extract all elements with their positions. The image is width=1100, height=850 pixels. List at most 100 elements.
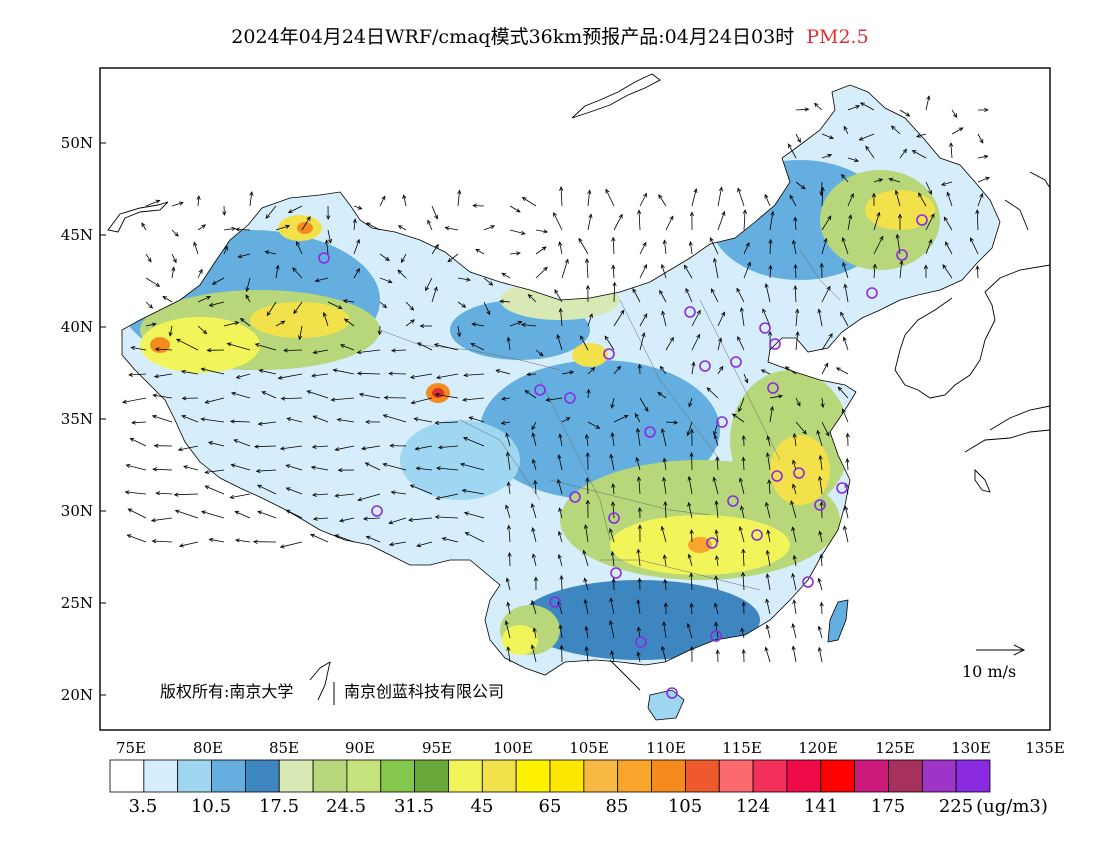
wind-arrow-head bbox=[285, 487, 291, 492]
wind-arrow bbox=[691, 530, 693, 543]
wind-arrow-head bbox=[201, 224, 207, 229]
wind-arrow-head bbox=[200, 367, 206, 372]
wind-arrow-head bbox=[715, 649, 720, 655]
wind-arrow-head bbox=[521, 196, 527, 202]
wind-arrow bbox=[501, 272, 511, 279]
wind-arrow-head bbox=[434, 243, 439, 249]
wind-arrow-head bbox=[530, 503, 535, 508]
wind-arrow bbox=[561, 417, 570, 423]
wind-arrow bbox=[611, 650, 615, 663]
wind-arrow-head bbox=[155, 491, 161, 496]
legend-swatch bbox=[617, 759, 652, 793]
wind-arrow bbox=[639, 397, 649, 412]
wind-arrow bbox=[742, 572, 745, 591]
wind-arrow-head bbox=[819, 553, 824, 559]
wind-arrow-head bbox=[204, 399, 210, 404]
wind-arrow bbox=[895, 190, 901, 207]
wind-arrow bbox=[391, 349, 407, 351]
wind-arrow-head bbox=[471, 322, 477, 327]
wind-arrow bbox=[632, 288, 641, 303]
lon-label: 105E bbox=[569, 739, 609, 757]
legend-tick: 3.5 bbox=[129, 796, 158, 817]
wind-arrow-head bbox=[334, 493, 340, 498]
lon-label: 120E bbox=[798, 739, 838, 757]
wind-arrow bbox=[410, 373, 433, 378]
lat-label: 30N bbox=[61, 502, 93, 520]
wind-arrow-head bbox=[778, 394, 783, 399]
wind-arrow-head bbox=[611, 482, 616, 488]
wind-arrow bbox=[508, 525, 511, 543]
wind-arrow bbox=[611, 432, 615, 447]
wind-arrow bbox=[612, 501, 615, 519]
wind-arrow bbox=[363, 517, 381, 520]
wind-arrow bbox=[821, 215, 832, 231]
legend-tick: 45 bbox=[471, 796, 494, 817]
wind-arrow-head bbox=[520, 230, 526, 235]
wind-arrow-head bbox=[685, 287, 690, 293]
wind-arrow-head bbox=[634, 413, 639, 418]
wind-arrow bbox=[331, 397, 355, 401]
legend-tick-labels: 3.5 10.5 17.5 24.5 31.5 45 65 85 105 124… bbox=[129, 796, 974, 817]
wind-arrow bbox=[661, 646, 667, 663]
legend-swatch bbox=[109, 759, 145, 793]
wind-arrow-head bbox=[237, 254, 243, 259]
legend-swatch bbox=[414, 759, 449, 793]
wind-arrow bbox=[714, 434, 719, 447]
wind-arrow bbox=[240, 318, 251, 327]
wind-arrow-head bbox=[531, 553, 537, 559]
wind-arrow-head bbox=[298, 335, 303, 341]
city-marker bbox=[569, 491, 581, 503]
wind-arrow-head bbox=[235, 538, 240, 543]
wind-arrow-head bbox=[800, 185, 806, 190]
wind-arrow-head bbox=[390, 490, 396, 495]
wind-arrow bbox=[688, 554, 693, 567]
city-marker bbox=[802, 576, 814, 588]
wind-arrow-head bbox=[841, 173, 846, 179]
wind-arrow bbox=[691, 310, 701, 327]
wind-arrow bbox=[821, 286, 831, 303]
legend-swatch bbox=[921, 759, 957, 793]
wind-arrow-head bbox=[257, 484, 262, 489]
wind-arrow bbox=[709, 237, 719, 255]
wind-arrow-head bbox=[286, 417, 292, 422]
wind-arrow-head bbox=[636, 651, 641, 657]
wind-arrow-head bbox=[490, 225, 496, 230]
wind-arrow bbox=[249, 191, 253, 207]
wind-arrow-head bbox=[949, 142, 954, 147]
legend-tick: 85 bbox=[606, 796, 629, 817]
wind-arrow-head bbox=[148, 304, 154, 309]
wind-arrow bbox=[717, 312, 725, 327]
wind-arrow-head bbox=[162, 296, 168, 301]
wind-arrow-head bbox=[845, 432, 850, 438]
wind-arrow-head bbox=[736, 287, 741, 293]
wind-arrow-head bbox=[280, 396, 286, 401]
wind-arrow bbox=[125, 491, 147, 495]
wind-arrow-head bbox=[409, 484, 415, 489]
wind-arrow-head bbox=[486, 310, 491, 316]
wind-arrow-head bbox=[767, 330, 773, 336]
wind-arrow-head bbox=[817, 577, 822, 583]
wind-arrow bbox=[327, 229, 332, 243]
wind-arrow-head bbox=[683, 264, 688, 270]
wind-arrow bbox=[288, 205, 303, 213]
wind-arrow bbox=[457, 277, 471, 281]
wind-arrow-head bbox=[239, 317, 245, 323]
wind-arrow bbox=[587, 421, 600, 429]
wind-arrow bbox=[181, 370, 199, 375]
wind-arrow bbox=[462, 397, 485, 401]
wind-arrow bbox=[257, 511, 277, 519]
wind-arrow-head bbox=[796, 401, 801, 407]
wind-arrow-head bbox=[637, 506, 642, 512]
wind-arrow-head bbox=[472, 203, 477, 208]
wind-arrow-head bbox=[279, 544, 285, 549]
wind-arrow bbox=[765, 647, 771, 663]
wind-arrow bbox=[766, 625, 771, 639]
wind-arrow bbox=[436, 493, 459, 500]
wind-arrow bbox=[818, 578, 823, 591]
wind-arrow-head bbox=[208, 537, 214, 542]
city-markers bbox=[318, 214, 928, 699]
wind-arrow-head bbox=[584, 625, 589, 631]
wind-arrow-head bbox=[714, 621, 719, 627]
wind-arrow bbox=[789, 195, 797, 207]
wind-arrow-head bbox=[792, 432, 797, 438]
